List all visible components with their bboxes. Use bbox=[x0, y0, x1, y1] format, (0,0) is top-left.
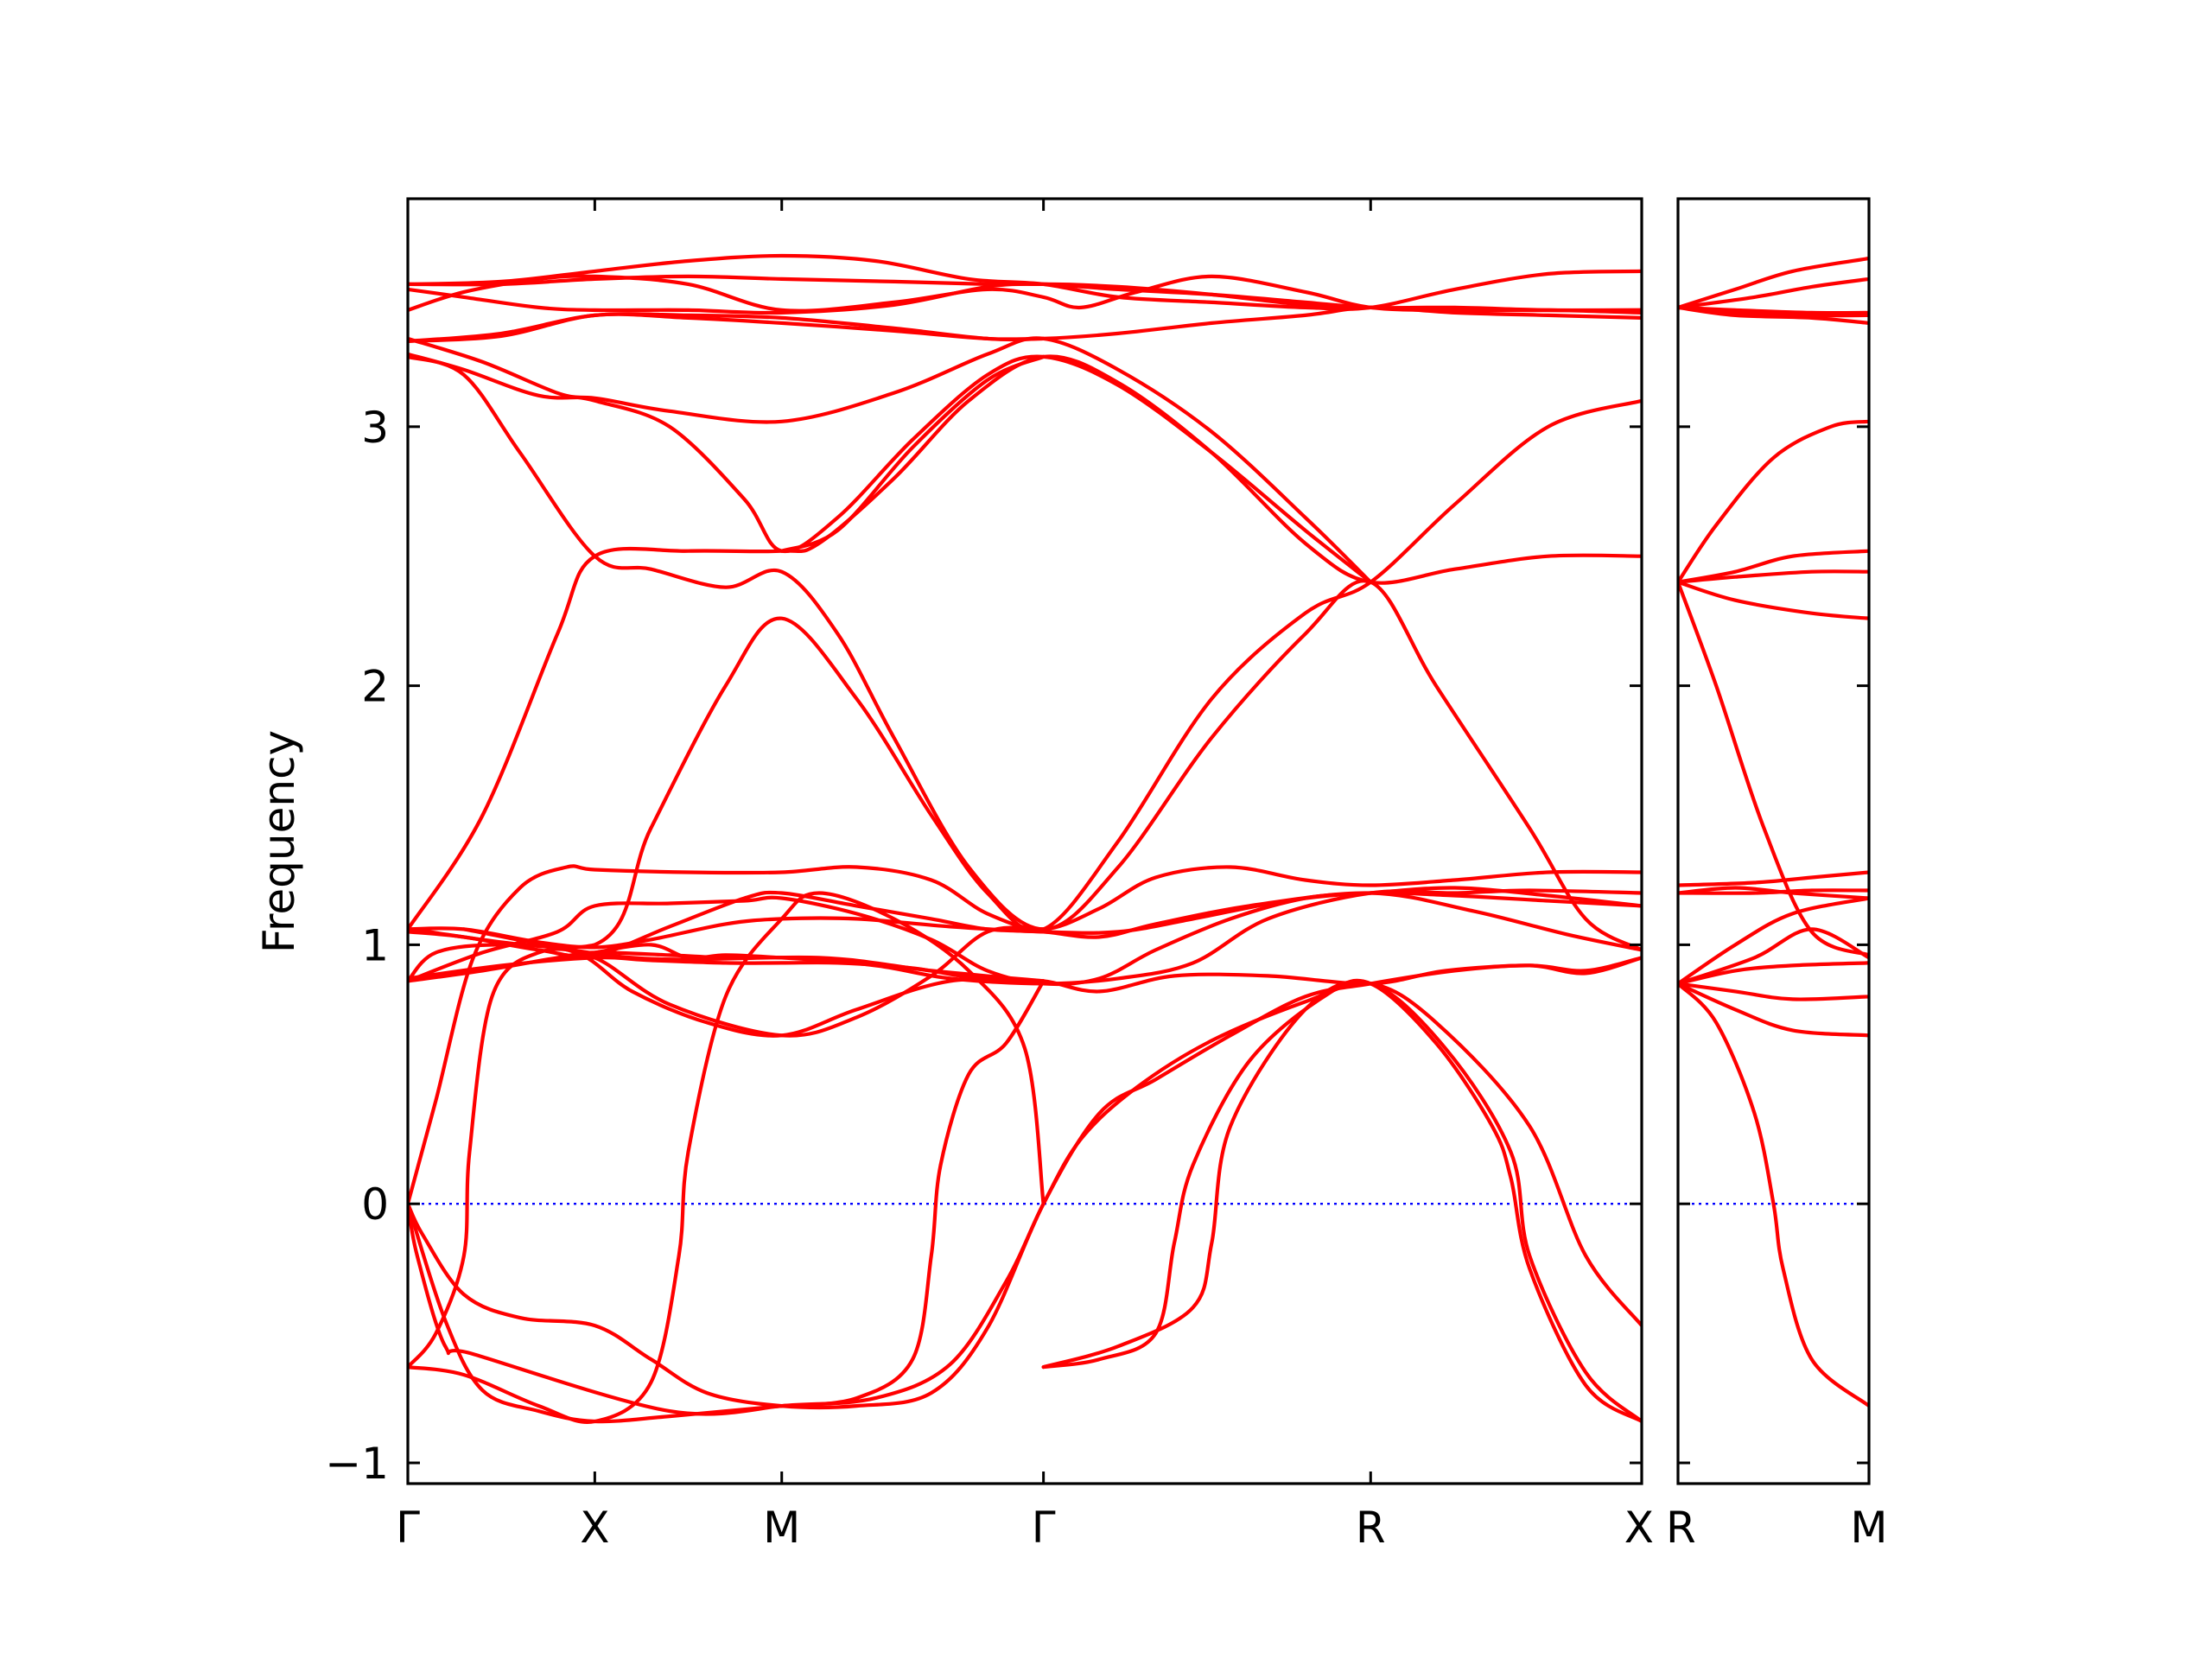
band-line-main-3 bbox=[408, 890, 1642, 958]
band-line-main-14 bbox=[408, 336, 1373, 584]
y-tick-label: 1 bbox=[361, 920, 389, 970]
x-tick-label: X bbox=[1624, 1503, 1654, 1553]
band-line-side-13 bbox=[1678, 886, 1869, 900]
x-tick-label: M bbox=[1850, 1503, 1887, 1553]
band-line-side-9 bbox=[1678, 580, 1869, 620]
band-line-main-10 bbox=[408, 925, 1046, 1370]
band-line-main-13 bbox=[408, 398, 1642, 950]
y-tick-label: −1 bbox=[325, 1439, 389, 1489]
band-line-main-6 bbox=[408, 886, 1642, 987]
band-line-main-15 bbox=[408, 336, 1373, 584]
x-tick-label: Γ bbox=[1032, 1503, 1056, 1553]
band-line-main-2 bbox=[408, 891, 1642, 950]
band-line-side-5 bbox=[1678, 305, 1869, 325]
band-line-side-11 bbox=[1678, 870, 1869, 887]
band-line-main-24 bbox=[461, 927, 1046, 983]
band-line-side-16 bbox=[1678, 982, 1869, 1001]
band-line-main-7 bbox=[408, 956, 1642, 1410]
side-plot-frame bbox=[1676, 197, 1871, 1485]
band-line-main-11 bbox=[408, 354, 1642, 931]
band-line-side-15 bbox=[1678, 961, 1869, 986]
band-line-main-21 bbox=[408, 312, 1046, 343]
band-line-side-18 bbox=[1678, 982, 1869, 1408]
x-tick-label: R bbox=[1356, 1503, 1386, 1553]
band-line-main-8 bbox=[408, 981, 1642, 1424]
main-band-lines bbox=[408, 253, 1642, 1424]
band-line-side-2 bbox=[1678, 276, 1869, 309]
band-line-main-9 bbox=[408, 891, 1046, 1424]
x-tick-label: R bbox=[1666, 1503, 1696, 1553]
y-tick-label: 0 bbox=[361, 1179, 389, 1230]
band-line-main-28 bbox=[779, 979, 1046, 1408]
main-plot-frame bbox=[406, 197, 1643, 1485]
band-line-side-1 bbox=[1678, 256, 1869, 309]
main-band-panel: Γ X M Γ R X −1 0 1 2 3 bbox=[325, 197, 1654, 1553]
x-tick-label: M bbox=[763, 1503, 800, 1553]
y-axis-label: Frequency bbox=[254, 730, 304, 953]
band-line-main-22 bbox=[408, 943, 1046, 1038]
band-line-main-20 bbox=[408, 305, 1642, 343]
x-tick-label: X bbox=[580, 1503, 609, 1553]
band-line-side-17 bbox=[1678, 982, 1869, 1038]
band-line-main-26 bbox=[1041, 979, 1642, 1424]
band-line-main-23 bbox=[408, 1202, 784, 1416]
band-line-main-12 bbox=[408, 354, 1642, 952]
band-line-main-1 bbox=[408, 864, 1642, 1206]
band-line-side-14 bbox=[1678, 896, 1869, 986]
y-tick-label: 2 bbox=[361, 662, 389, 712]
y-tick-label: 3 bbox=[361, 403, 389, 453]
band-line-side-6 bbox=[1678, 419, 1869, 584]
band-line-main-29 bbox=[779, 354, 1046, 553]
band-line-side-7 bbox=[1678, 549, 1869, 584]
band-line-side-10 bbox=[1678, 580, 1869, 957]
x-tick-label: Γ bbox=[396, 1503, 420, 1553]
band-line-side-8 bbox=[1678, 569, 1869, 584]
band-line-main-25 bbox=[593, 943, 784, 960]
band-line-main-27 bbox=[1041, 978, 1642, 1424]
side-band-lines bbox=[1678, 256, 1869, 1408]
band-line-side-19 bbox=[1678, 927, 1869, 986]
main-axis-ticks: Γ X M Γ R X −1 0 1 2 3 bbox=[325, 199, 1654, 1553]
